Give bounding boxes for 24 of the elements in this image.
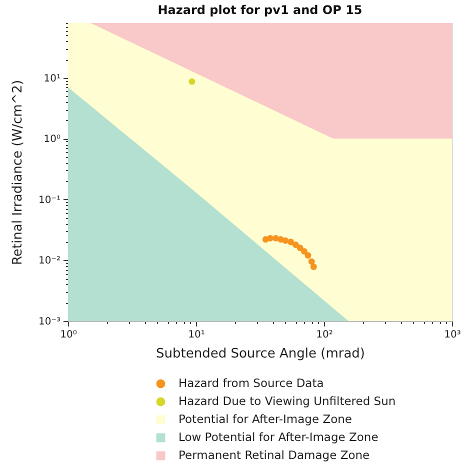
point: [304, 252, 312, 259]
x-tick-label: 10³: [444, 330, 461, 340]
legend-label: Potential for After-Image Zone: [178, 412, 352, 426]
legend-label: Permanent Retinal Damage Zone: [178, 448, 370, 462]
legend-label: Hazard from Source Data: [178, 376, 324, 390]
point: [296, 244, 304, 252]
x-tick-label: 10¹: [188, 330, 205, 340]
legend-label: Low Potential for After-Image Zone: [178, 430, 378, 444]
x-tick-label: 10⁰: [60, 330, 77, 340]
x-tick-label: 10²: [316, 330, 333, 340]
y-tick-label: 10⁻³: [38, 316, 60, 328]
chart-title: Hazard plot for pv1 and OP 15: [158, 3, 362, 17]
y-tick-label: 10⁰: [44, 134, 60, 146]
y-axis-title: Retinal Irradiance (W/cm^2): [10, 80, 26, 266]
point: [292, 241, 299, 248]
legend-label: Hazard Due to Viewing Unfiltered Sun: [178, 394, 396, 408]
point: [288, 238, 294, 246]
point: [300, 248, 308, 255]
y-tick-label: 10¹: [44, 73, 60, 84]
x-axis-title: Subtended Source Angle (mrad): [156, 346, 365, 362]
point: [266, 235, 274, 242]
y-tick-label: 10⁻¹: [38, 194, 60, 206]
point: [282, 237, 289, 244]
y-tick-label: 10⁻²: [38, 256, 60, 267]
